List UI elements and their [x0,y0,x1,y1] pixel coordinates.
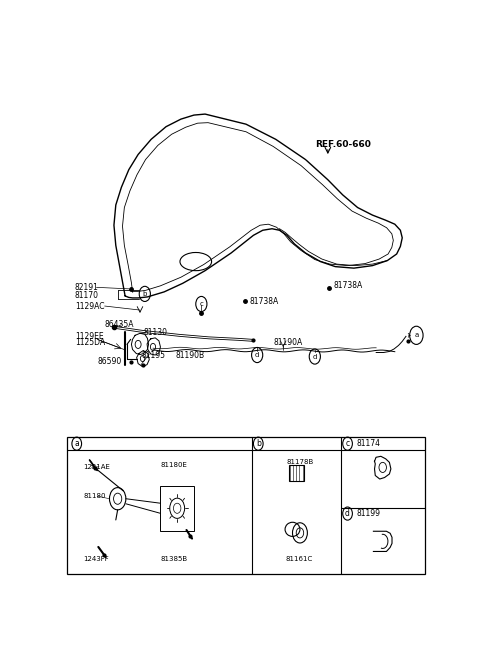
Text: 81178B: 81178B [287,459,314,465]
Text: 81161C: 81161C [285,556,312,562]
Text: 81190A: 81190A [274,338,303,348]
Text: 81738A: 81738A [334,281,363,291]
Text: c: c [346,439,349,448]
Text: b: b [256,439,261,448]
Text: a: a [414,333,419,338]
Text: 81199: 81199 [357,509,381,518]
Bar [67,438,424,574]
Text: a: a [74,439,79,448]
Text: 81738A: 81738A [250,297,279,306]
Text: 82191: 82191 [75,283,99,292]
Text: 86435A: 86435A [105,320,134,329]
Text: 1129AC: 1129AC [75,302,104,310]
Text: 81195: 81195 [141,350,165,359]
Text: 1129EE: 1129EE [75,332,104,341]
Text: 81190B: 81190B [175,350,204,359]
Text: REF.60-660: REF.60-660 [315,140,371,149]
Text: 1221AE: 1221AE [84,464,110,470]
Text: 1243FF: 1243FF [84,556,109,562]
Text: 81170: 81170 [75,291,99,300]
Text: d: d [345,509,350,518]
Text: 81180E: 81180E [160,462,187,468]
Bar [160,485,194,531]
Text: c: c [199,301,204,307]
Bar [289,465,304,481]
Text: d: d [312,354,317,359]
Text: d: d [255,352,259,358]
Text: 81385B: 81385B [160,556,188,562]
Text: 81180: 81180 [84,493,106,499]
Text: b: b [143,291,147,297]
Text: 86590: 86590 [97,357,121,366]
Text: 81174: 81174 [357,439,381,448]
Text: 1125DA: 1125DA [75,338,105,347]
Text: 81130: 81130 [144,328,168,337]
